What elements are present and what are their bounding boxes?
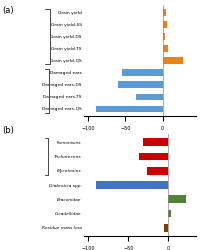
Bar (162, 45, 168, 52)
Bar (162, 57, 182, 64)
Bar (162, 21, 166, 28)
Bar (96, 181, 167, 189)
X-axis label: Change (%): Change (%) (125, 134, 154, 139)
Bar (139, 152, 167, 160)
Bar (163, 224, 167, 232)
Bar (146, 167, 167, 175)
Bar (167, 195, 185, 203)
Bar (142, 138, 167, 146)
Bar (167, 210, 170, 218)
Text: (b): (b) (2, 126, 14, 135)
Bar (117, 82, 162, 88)
Bar (95, 106, 162, 112)
Text: (a): (a) (2, 6, 14, 15)
Bar (162, 33, 164, 40)
Bar (121, 70, 162, 76)
Bar (162, 9, 165, 16)
Bar (136, 94, 162, 100)
